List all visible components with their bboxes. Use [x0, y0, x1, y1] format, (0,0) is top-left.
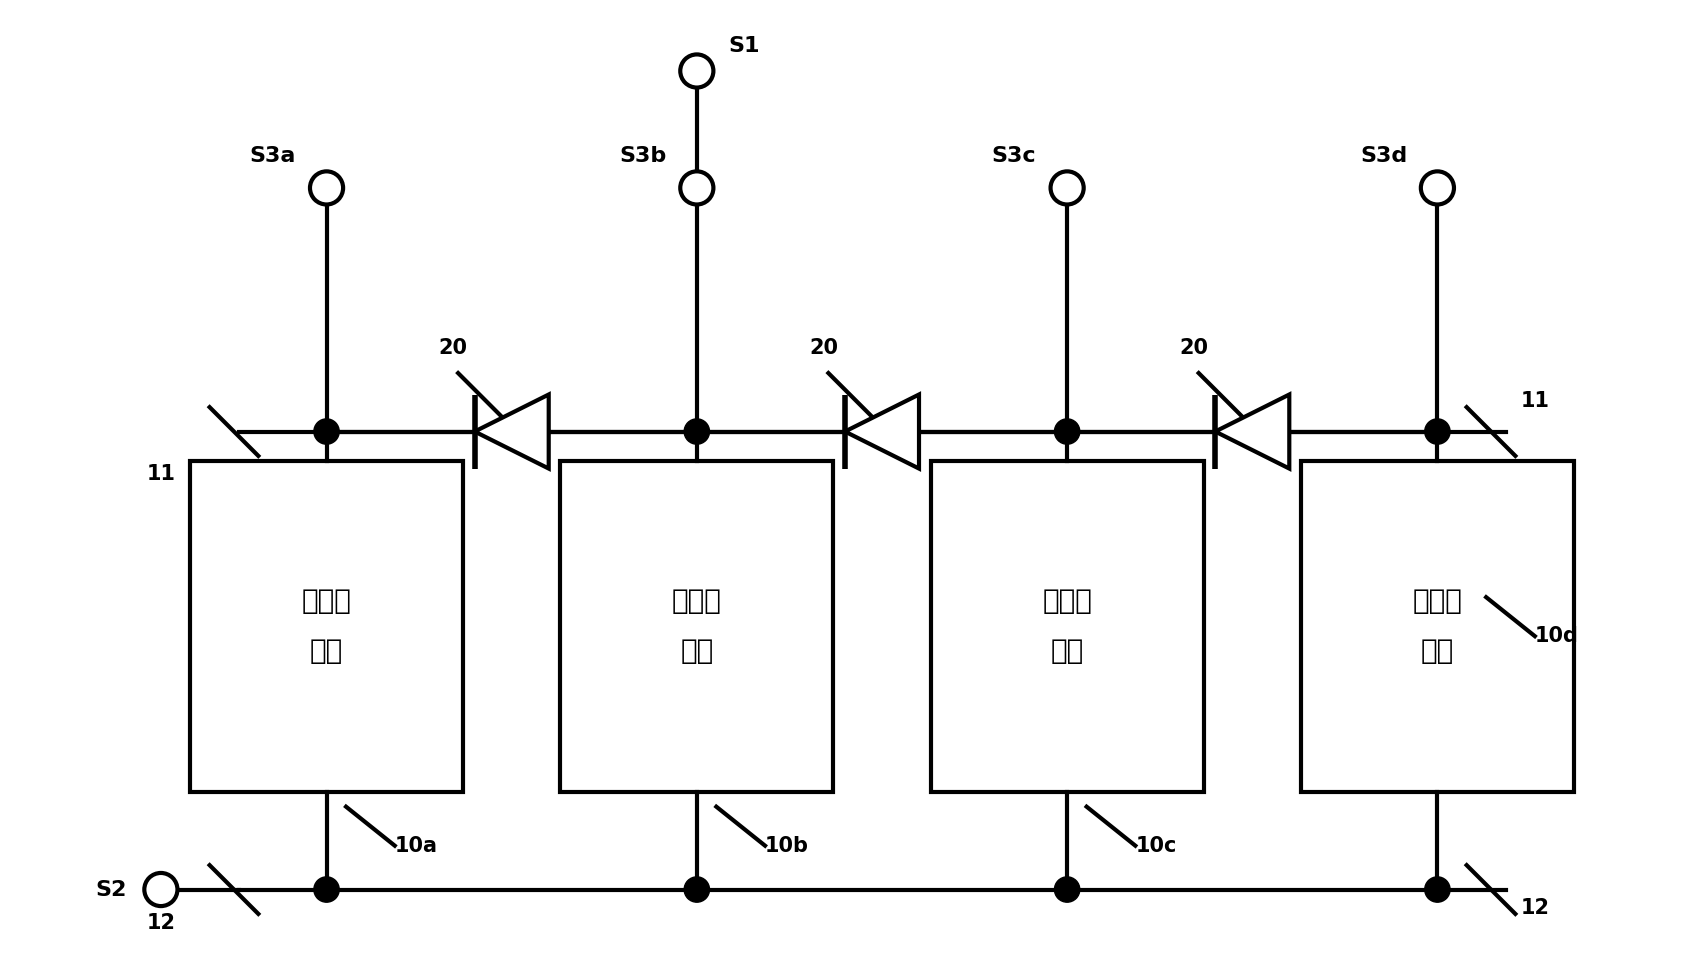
Text: 20: 20 [438, 338, 467, 359]
Text: 待检测
单元: 待检测 单元 [1413, 587, 1462, 665]
Circle shape [685, 877, 710, 903]
Text: 10a: 10a [395, 836, 438, 856]
Circle shape [679, 55, 713, 87]
Text: 10c: 10c [1135, 836, 1177, 856]
Text: 12: 12 [1521, 898, 1549, 918]
Circle shape [1425, 877, 1450, 903]
Text: 12: 12 [147, 912, 175, 933]
Circle shape [314, 418, 339, 444]
Text: S3d: S3d [1361, 146, 1408, 167]
Text: 待检测
单元: 待检测 单元 [1042, 587, 1093, 665]
Bar [931, 461, 1204, 792]
Polygon shape [1216, 395, 1290, 468]
Text: 20: 20 [809, 338, 838, 359]
Circle shape [1050, 172, 1084, 205]
Text: S3c: S3c [991, 146, 1035, 167]
Circle shape [1421, 172, 1453, 205]
Text: S3b: S3b [620, 146, 668, 167]
Text: S3a: S3a [250, 146, 297, 167]
Bar [191, 461, 464, 792]
Text: 10d: 10d [1534, 626, 1578, 647]
Circle shape [679, 172, 713, 205]
Circle shape [1054, 418, 1079, 444]
Text: 20: 20 [1180, 338, 1209, 359]
Polygon shape [845, 395, 919, 468]
Text: 11: 11 [1521, 391, 1549, 412]
Text: S2: S2 [96, 879, 126, 900]
Text: 待检测
单元: 待检测 单元 [673, 587, 722, 665]
Bar [560, 461, 833, 792]
Circle shape [1054, 877, 1079, 903]
Circle shape [685, 418, 710, 444]
Text: S1: S1 [728, 36, 759, 57]
Circle shape [1425, 418, 1450, 444]
Text: 10b: 10b [765, 836, 809, 856]
Text: 待检测
单元: 待检测 单元 [302, 587, 351, 665]
Circle shape [314, 877, 339, 903]
Circle shape [145, 873, 177, 907]
Polygon shape [475, 395, 548, 468]
Bar [1302, 461, 1573, 792]
Circle shape [310, 172, 344, 205]
Text: 11: 11 [147, 465, 175, 484]
